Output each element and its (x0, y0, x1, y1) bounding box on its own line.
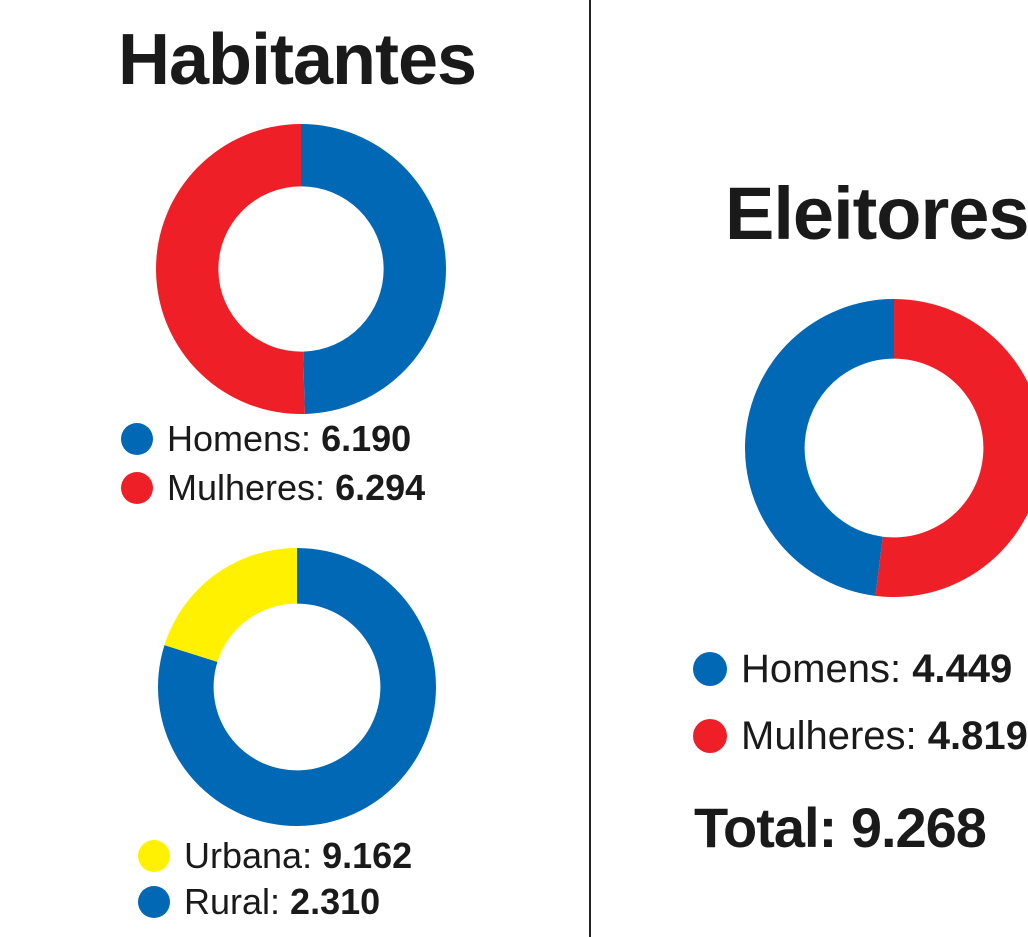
legend-label: Rural: (184, 881, 281, 922)
column-divider (589, 0, 591, 937)
legend-label: Homens: (167, 418, 312, 459)
legend-item-mulheres: Mulheres: 6.294 (121, 467, 425, 509)
legend-item-eleitores-homens: Homens: 4.449 (693, 646, 1012, 692)
slice-minority (164, 548, 297, 662)
donut-habitantes-gender (155, 124, 446, 414)
slice-majority (157, 548, 436, 826)
legend-value: 6.294 (335, 467, 426, 508)
legend-label: Mulheres: (741, 714, 917, 758)
legend-label: Urbana: (184, 835, 313, 876)
legend-value: 9.162 (322, 835, 413, 876)
donut-habitantes-area (157, 548, 436, 826)
total-eleitores: Total: 9.268 (694, 796, 987, 859)
legend-item-homens: Homens: 6.190 (121, 418, 411, 460)
legend-value: 2.310 (290, 881, 381, 922)
chart-title-habitantes: Habitantes (118, 20, 477, 100)
legend-label: Mulheres: (167, 467, 326, 508)
donut-eleitores-gender (744, 299, 1028, 597)
legend-item-eleitores-mulheres: Mulheres: 4.819 (693, 713, 1028, 759)
legend-item-urbana: Urbana: 9.162 (138, 835, 412, 877)
chart-title-eleitores: Eleitores (725, 172, 1028, 255)
legend-dot-homens (121, 423, 153, 455)
legend-dot-homens (693, 652, 727, 686)
legend-item-rural: Rural: 2.310 (138, 881, 380, 923)
legend-dot-urbana (138, 840, 170, 872)
slice-mulheres (875, 299, 1028, 597)
slice-homens (301, 124, 446, 414)
slice-mulheres (155, 124, 305, 414)
legend-dot-mulheres (121, 472, 153, 504)
slice-homens (744, 299, 894, 596)
legend-value: 4.819 (927, 714, 1028, 758)
legend-dot-mulheres (693, 719, 727, 753)
legend-value: 4.449 (912, 647, 1013, 691)
legend-dot-rural (138, 886, 170, 918)
legend-label: Homens: (741, 647, 902, 691)
legend-value: 6.190 (321, 418, 412, 459)
